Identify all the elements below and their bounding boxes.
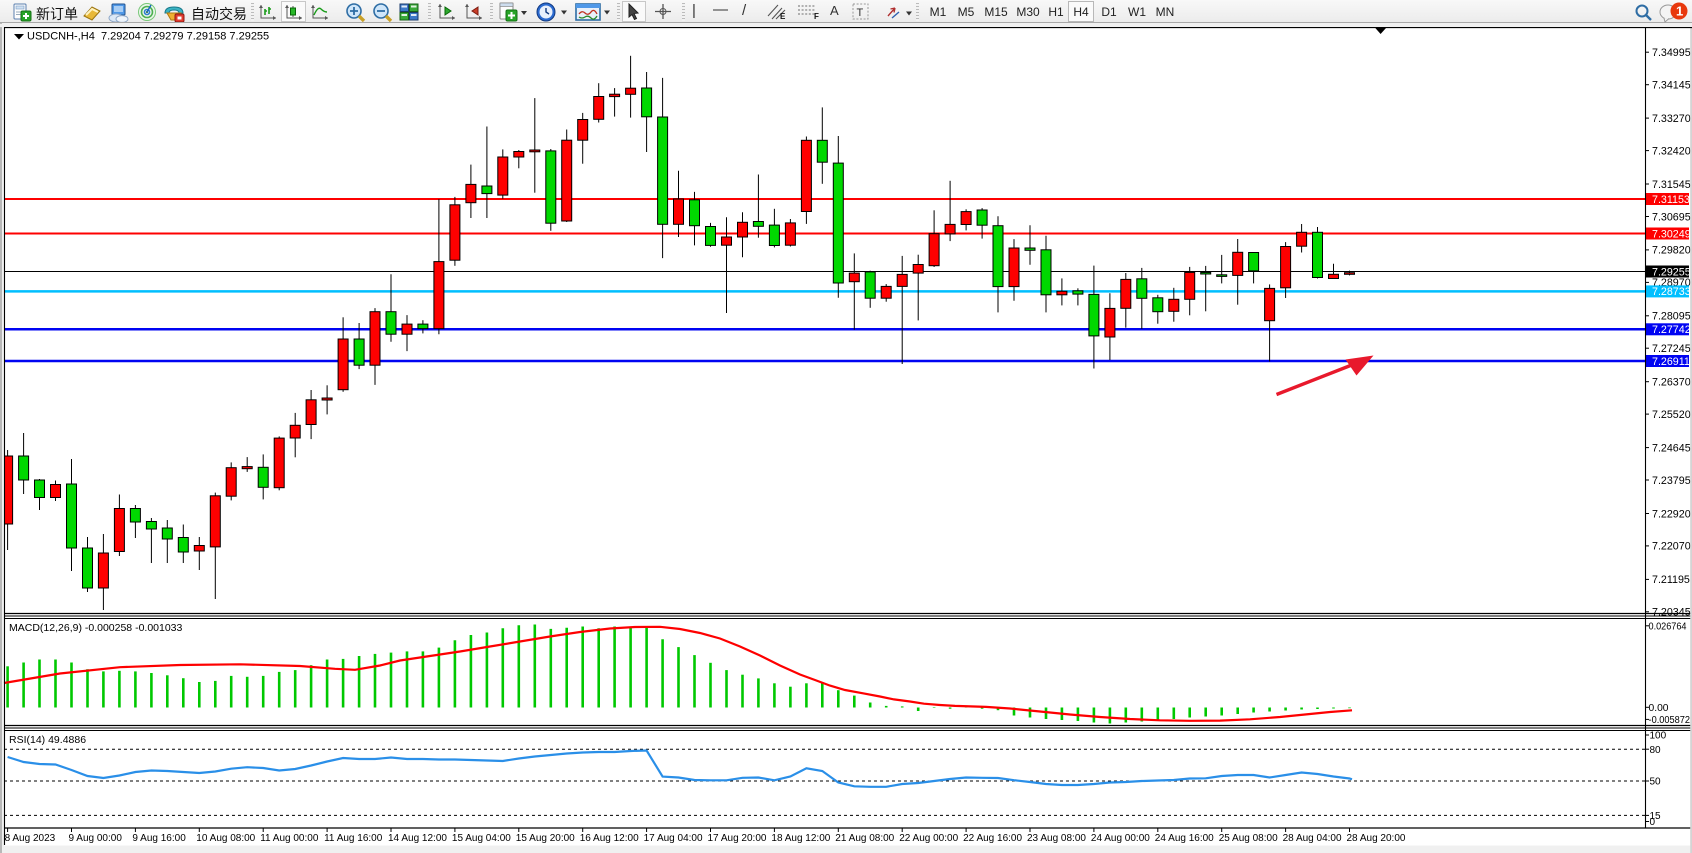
svg-text:15 Aug 04:00: 15 Aug 04:00 xyxy=(452,833,511,844)
svg-text:7.31545: 7.31545 xyxy=(1652,179,1691,191)
svg-text:7.28095: 7.28095 xyxy=(1652,311,1691,323)
svg-text:100: 100 xyxy=(1650,731,1667,742)
svg-text:7.25520: 7.25520 xyxy=(1652,409,1691,421)
svg-text:16 Aug 12:00: 16 Aug 12:00 xyxy=(580,833,639,844)
svg-text:0.00: 0.00 xyxy=(1649,703,1669,714)
svg-text:7.30249: 7.30249 xyxy=(1652,228,1691,240)
svg-text:7.33270: 7.33270 xyxy=(1652,113,1691,125)
svg-text:7.34995: 7.34995 xyxy=(1652,47,1691,59)
svg-text:28 Aug 04:00: 28 Aug 04:00 xyxy=(1283,833,1342,844)
svg-text:7.20345: 7.20345 xyxy=(1652,607,1691,619)
svg-text:24 Aug 16:00: 24 Aug 16:00 xyxy=(1155,833,1214,844)
svg-text:7.26370: 7.26370 xyxy=(1652,377,1691,389)
svg-text:MACD(12,26,9) -0.000258 -0.001: MACD(12,26,9) -0.000258 -0.001033 xyxy=(9,622,183,634)
svg-text:0: 0 xyxy=(1650,817,1656,828)
svg-text:1: 1 xyxy=(1676,4,1683,19)
svg-text:0.026764: 0.026764 xyxy=(1649,621,1687,632)
svg-text:23 Aug 08:00: 23 Aug 08:00 xyxy=(1027,833,1086,844)
svg-text:7.26911: 7.26911 xyxy=(1652,356,1690,368)
svg-text:21 Aug 08:00: 21 Aug 08:00 xyxy=(835,833,894,844)
svg-text:17 Aug 20:00: 17 Aug 20:00 xyxy=(708,833,767,844)
svg-text:11 Aug 00:00: 11 Aug 00:00 xyxy=(260,833,319,844)
svg-text:9 Aug 16:00: 9 Aug 16:00 xyxy=(132,833,186,844)
svg-text:24 Aug 00:00: 24 Aug 00:00 xyxy=(1091,833,1150,844)
svg-text:15 Aug 20:00: 15 Aug 20:00 xyxy=(516,833,575,844)
svg-text:7.30695: 7.30695 xyxy=(1652,211,1691,223)
svg-text:14 Aug 12:00: 14 Aug 12:00 xyxy=(388,833,447,844)
svg-text:7.22070: 7.22070 xyxy=(1652,541,1691,553)
svg-text:7.32420: 7.32420 xyxy=(1652,145,1691,157)
svg-text:17 Aug 04:00: 17 Aug 04:00 xyxy=(644,833,703,844)
svg-text:7.27742: 7.27742 xyxy=(1652,324,1691,336)
svg-text:80: 80 xyxy=(1650,745,1662,756)
svg-text:7.28733: 7.28733 xyxy=(1652,286,1691,298)
svg-text:7.27245: 7.27245 xyxy=(1652,343,1691,355)
svg-text:RSI(14) 49.4886: RSI(14) 49.4886 xyxy=(9,734,86,746)
svg-text:E: E xyxy=(780,12,786,20)
svg-text:18 Aug 12:00: 18 Aug 12:00 xyxy=(771,833,830,844)
svg-text:7.29255: 7.29255 xyxy=(1652,266,1691,278)
svg-text:28 Aug 20:00: 28 Aug 20:00 xyxy=(1347,833,1406,844)
svg-text:7.24645: 7.24645 xyxy=(1652,442,1691,454)
svg-text:15: 15 xyxy=(1650,811,1662,822)
svg-text:USDCNH-,H4 7.29204 7.29279 7.: USDCNH-,H4 7.29204 7.29279 7.29158 7.292… xyxy=(27,31,269,43)
svg-text:7.21195: 7.21195 xyxy=(1652,574,1690,586)
svg-text:7.22920: 7.22920 xyxy=(1652,508,1691,520)
svg-text:7.31153: 7.31153 xyxy=(1652,194,1690,206)
svg-text:8 Aug 2023: 8 Aug 2023 xyxy=(5,833,56,844)
svg-text:F: F xyxy=(814,12,819,20)
svg-text:22 Aug 16:00: 22 Aug 16:00 xyxy=(963,833,1022,844)
svg-text:50: 50 xyxy=(1650,777,1662,788)
svg-text:7.34145: 7.34145 xyxy=(1652,80,1691,92)
svg-text:7.23795: 7.23795 xyxy=(1652,475,1691,487)
svg-text:T: T xyxy=(857,7,864,19)
svg-text:22 Aug 00:00: 22 Aug 00:00 xyxy=(899,833,958,844)
svg-text:25 Aug 08:00: 25 Aug 08:00 xyxy=(1219,833,1278,844)
svg-text:11 Aug 16:00: 11 Aug 16:00 xyxy=(324,833,383,844)
svg-text:9 Aug 00:00: 9 Aug 00:00 xyxy=(69,833,123,844)
svg-text:10 Aug 08:00: 10 Aug 08:00 xyxy=(196,833,255,844)
svg-text:7.29820: 7.29820 xyxy=(1652,245,1691,257)
svg-text:-0.005872: -0.005872 xyxy=(1649,715,1691,726)
